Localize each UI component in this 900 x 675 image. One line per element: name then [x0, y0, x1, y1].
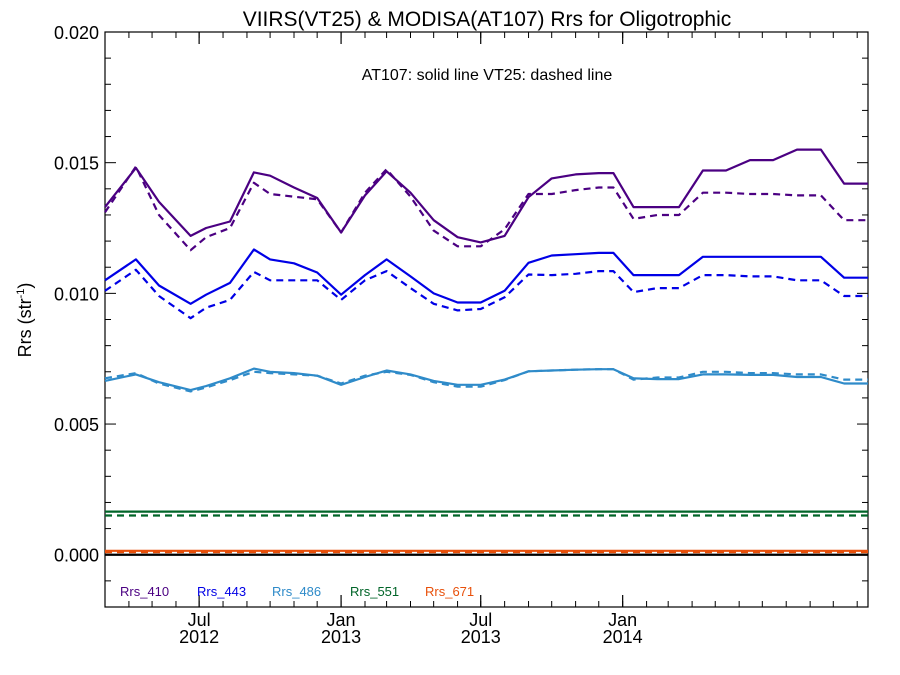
x-tick-label-year: 2013	[321, 627, 361, 647]
legend-item-rrs-486: Rrs_486	[272, 584, 321, 599]
plot-frame	[104, 31, 869, 608]
x-tick-label-year: 2013	[461, 627, 501, 647]
legend-item-rrs-410: Rrs_410	[120, 584, 169, 599]
y-axis-label-text: Rrs (str	[15, 298, 35, 357]
y-tick-label: 0.015	[54, 154, 99, 174]
series-line-rrs-443-solid	[104, 248, 868, 305]
line-style-note: AT107: solid line VT25: dashed line	[362, 67, 613, 84]
x-tick-label-month: Jul	[188, 610, 211, 630]
plot-area: 0.0000.0050.0100.0150.020Jul2012Jan2013J…	[54, 23, 869, 647]
series-line-rrs-443-dashed	[104, 268, 868, 320]
x-tick-label-year: 2012	[179, 627, 219, 647]
series-line-rrs-486-solid	[104, 367, 868, 392]
x-tick-label-month: Jan	[327, 610, 356, 630]
series-line-rrs-486-dashed	[104, 368, 868, 393]
y-tick-label: 0.005	[54, 415, 99, 435]
x-tick-label-month: Jan	[608, 610, 637, 630]
legend-item-rrs-551: Rrs_551	[350, 584, 399, 599]
y-tick-label: 0.010	[54, 284, 99, 304]
legend-item-rrs-443: Rrs_443	[197, 584, 246, 599]
chart-title: VIIRS(VT25) & MODISA(AT107) Rrs for Olig…	[243, 8, 732, 31]
y-tick-label: 0.000	[54, 546, 99, 566]
y-tick-label: 0.020	[54, 23, 99, 43]
series-line-rrs-410-solid	[104, 148, 868, 244]
y-axis-label: Rrs (str-1)	[15, 283, 35, 358]
legend-item-rrs-671: Rrs_671	[425, 584, 474, 599]
x-tick-label-month: Jul	[469, 610, 492, 630]
y-axis-label-superscript: -1	[15, 289, 27, 299]
series-line-rrs-410-dashed	[104, 165, 868, 252]
x-tick-label-year: 2014	[603, 627, 643, 647]
y-axis-label-close: )	[15, 283, 35, 289]
svg-text:Rrs (str-1): Rrs (str-1)	[15, 283, 35, 358]
